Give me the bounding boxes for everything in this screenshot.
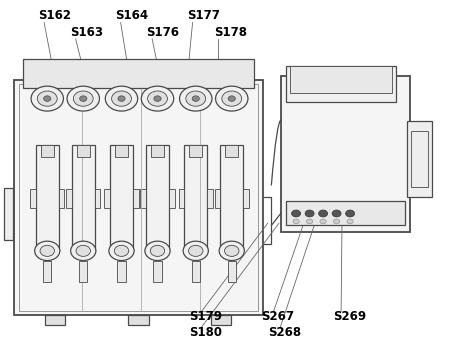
Circle shape	[35, 241, 60, 261]
Bar	[184, 145, 207, 251]
Text: S162: S162	[38, 9, 71, 22]
Circle shape	[346, 210, 355, 217]
Circle shape	[319, 210, 328, 217]
Circle shape	[305, 210, 314, 217]
Bar	[66, 189, 72, 208]
Bar	[72, 145, 95, 251]
Bar	[128, 315, 149, 325]
Bar	[207, 189, 213, 208]
Circle shape	[67, 86, 99, 111]
Circle shape	[105, 86, 138, 111]
Text: S164: S164	[115, 9, 148, 22]
Bar	[104, 189, 110, 208]
Bar	[115, 145, 128, 157]
Circle shape	[222, 91, 242, 106]
Circle shape	[37, 91, 57, 106]
Bar	[19, 84, 258, 311]
Bar	[153, 261, 162, 282]
Bar	[59, 189, 64, 208]
Circle shape	[114, 245, 129, 256]
Bar	[22, 59, 254, 88]
Bar	[243, 189, 249, 208]
Bar	[192, 261, 200, 282]
Text: S269: S269	[333, 310, 366, 323]
Text: S176: S176	[146, 26, 179, 39]
Bar	[407, 121, 432, 197]
Bar	[189, 145, 202, 157]
Circle shape	[44, 96, 51, 101]
Bar	[290, 66, 392, 93]
Circle shape	[148, 91, 167, 106]
Circle shape	[292, 210, 301, 217]
Bar	[211, 315, 231, 325]
Circle shape	[186, 91, 206, 106]
Bar	[286, 201, 405, 225]
Bar	[225, 145, 238, 157]
Bar	[140, 189, 146, 208]
Bar	[411, 131, 428, 187]
Bar	[4, 188, 13, 239]
Circle shape	[80, 96, 87, 101]
Bar	[14, 80, 263, 315]
Bar	[43, 261, 51, 282]
Bar	[30, 189, 36, 208]
Circle shape	[109, 241, 134, 261]
Circle shape	[180, 86, 212, 111]
Circle shape	[40, 245, 54, 256]
Text: S180: S180	[189, 326, 222, 339]
Circle shape	[216, 86, 248, 111]
Text: S177: S177	[187, 9, 220, 22]
Circle shape	[71, 241, 96, 261]
Circle shape	[228, 96, 235, 101]
Bar	[286, 66, 396, 102]
Bar	[110, 145, 133, 251]
Text: S267: S267	[261, 310, 294, 323]
Circle shape	[183, 241, 208, 261]
Circle shape	[347, 219, 353, 224]
Circle shape	[154, 96, 161, 101]
Circle shape	[145, 241, 170, 261]
Bar	[45, 315, 65, 325]
Circle shape	[31, 86, 63, 111]
Circle shape	[306, 219, 313, 224]
Text: S178: S178	[214, 26, 247, 39]
Bar	[36, 145, 59, 251]
Bar	[117, 261, 126, 282]
Circle shape	[219, 241, 244, 261]
Bar	[179, 189, 184, 208]
Circle shape	[293, 219, 299, 224]
Bar	[41, 145, 54, 157]
Circle shape	[332, 210, 341, 217]
Circle shape	[112, 91, 131, 106]
Circle shape	[333, 219, 340, 224]
Bar	[146, 145, 169, 251]
Bar	[77, 145, 90, 157]
Circle shape	[150, 245, 165, 256]
Text: S163: S163	[70, 26, 103, 39]
Text: S179: S179	[189, 310, 222, 323]
Bar	[228, 261, 236, 282]
Circle shape	[189, 245, 203, 256]
Bar	[215, 189, 220, 208]
Bar	[133, 189, 139, 208]
Circle shape	[225, 245, 239, 256]
Bar	[169, 189, 175, 208]
Circle shape	[118, 96, 125, 101]
Bar	[151, 145, 164, 157]
Circle shape	[320, 219, 326, 224]
Circle shape	[141, 86, 174, 111]
Circle shape	[192, 96, 199, 101]
Circle shape	[76, 245, 90, 256]
Bar	[220, 145, 243, 251]
Bar	[79, 261, 87, 282]
Bar	[281, 76, 410, 232]
Circle shape	[73, 91, 93, 106]
Text: S268: S268	[268, 326, 301, 339]
Bar	[95, 189, 100, 208]
